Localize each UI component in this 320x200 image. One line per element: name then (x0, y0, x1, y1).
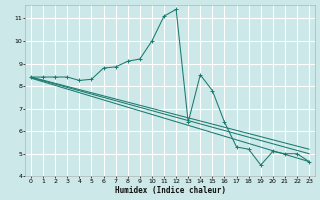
X-axis label: Humidex (Indice chaleur): Humidex (Indice chaleur) (115, 186, 226, 195)
